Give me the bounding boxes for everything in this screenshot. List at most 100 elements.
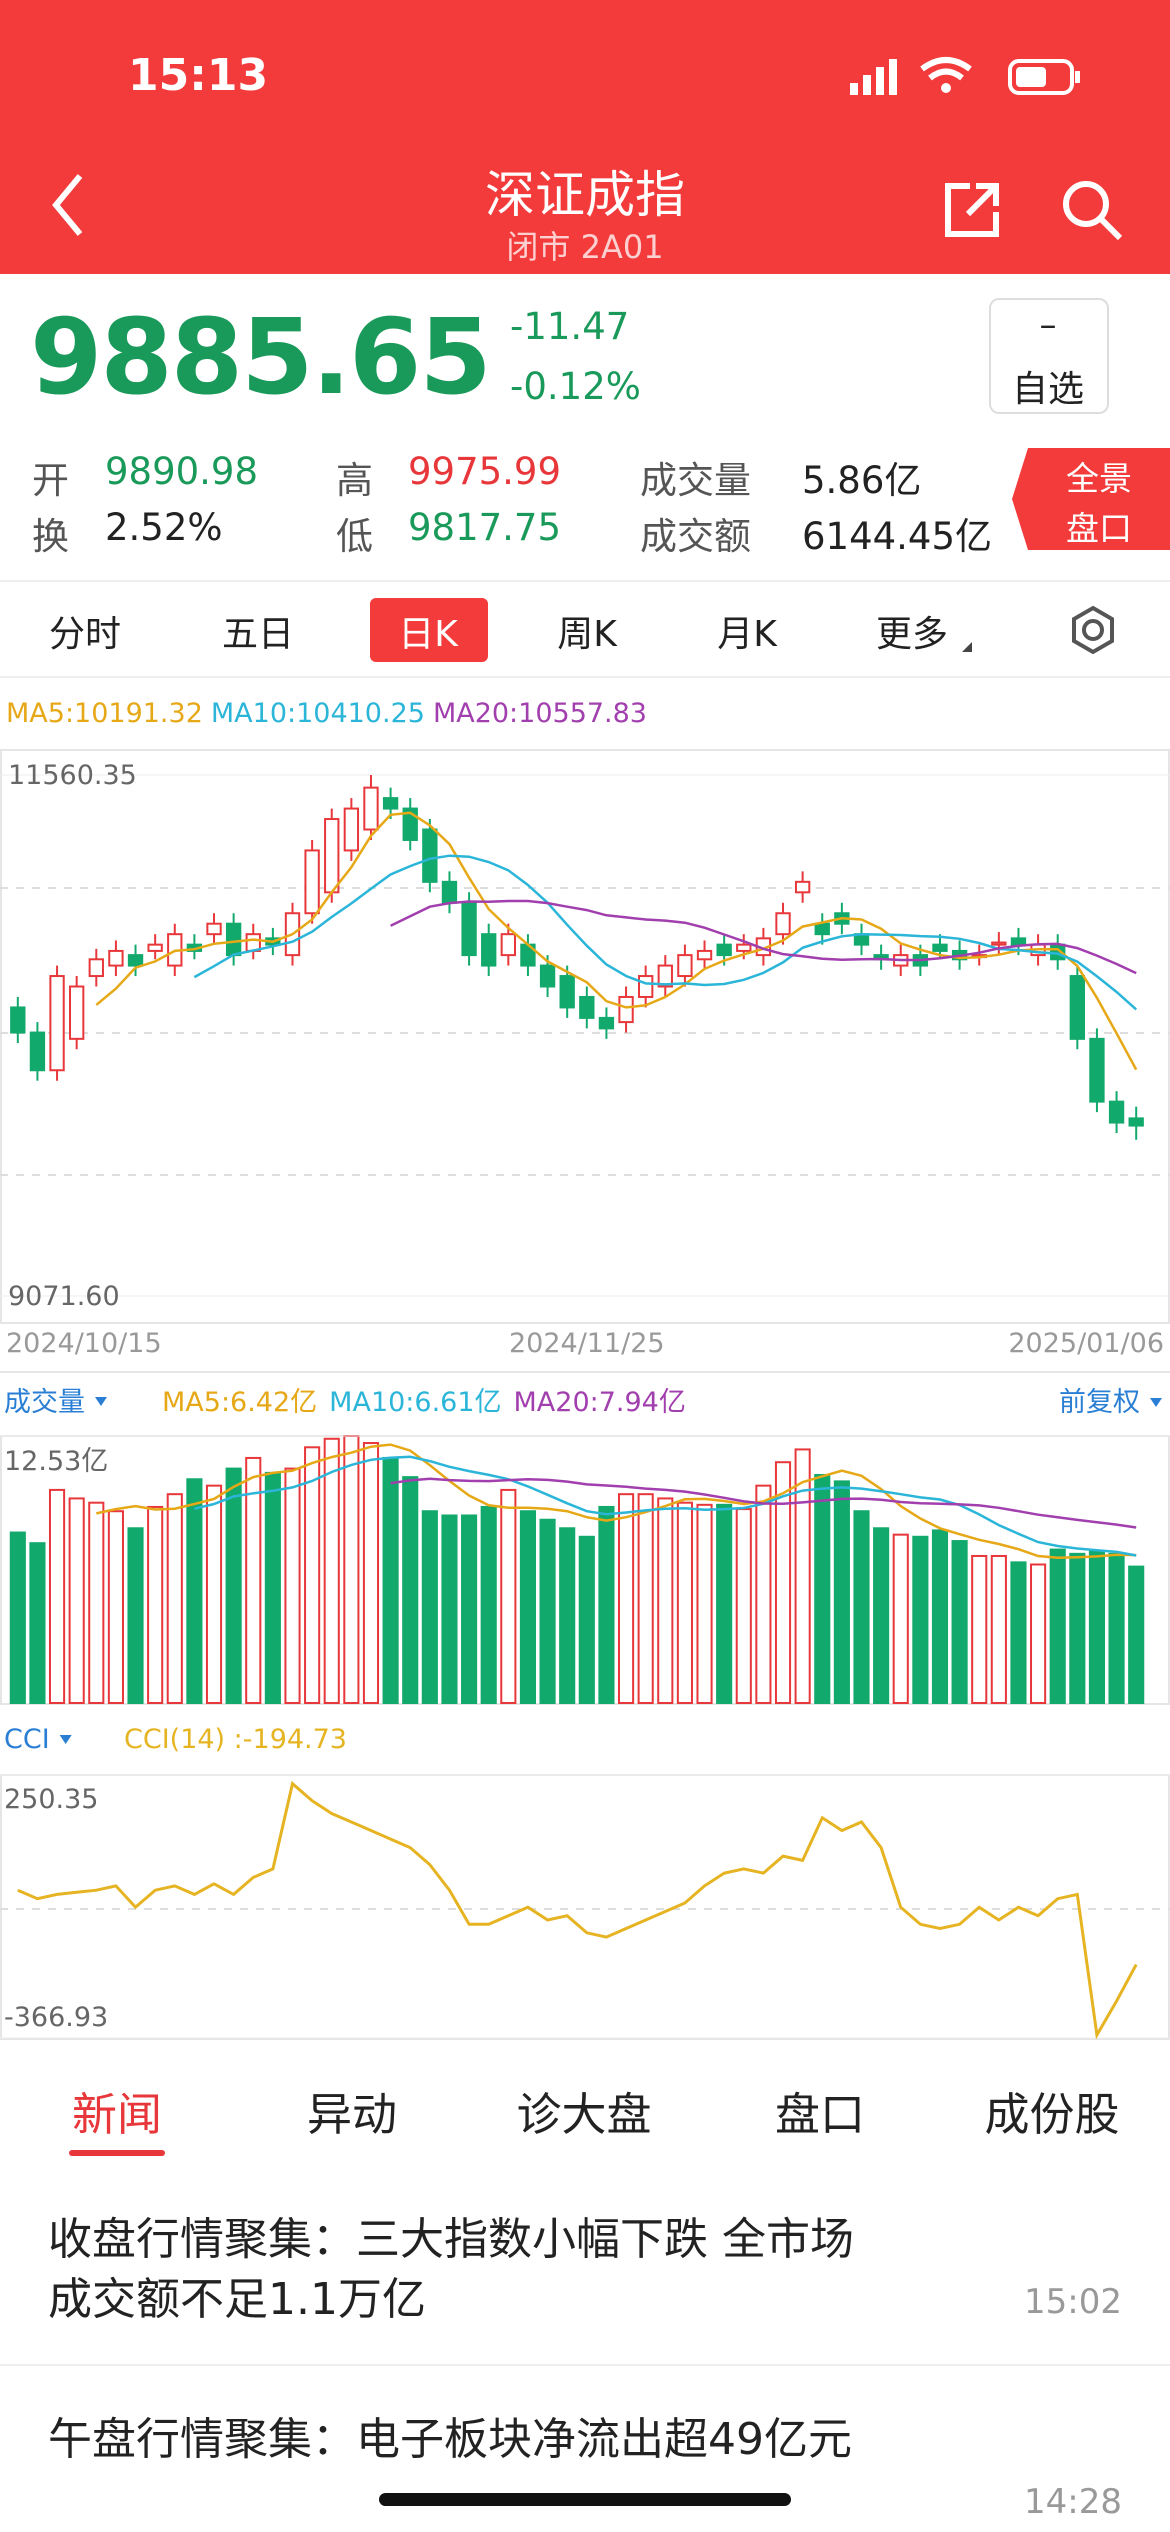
y-tick-label: 250.35 <box>4 1784 98 1815</box>
candle-body <box>814 922 830 936</box>
volume-bar <box>990 1554 1007 1704</box>
volume-bar <box>264 1471 281 1705</box>
volume-bar <box>1128 1565 1145 1704</box>
candle-body <box>736 943 752 952</box>
watch-label: 自选 <box>1011 369 1084 410</box>
candle-body <box>481 933 497 967</box>
volume-bar <box>774 1461 792 1704</box>
stat-value: 9817.75 <box>408 506 562 549</box>
candle-body <box>677 954 693 978</box>
candle-body <box>696 949 713 961</box>
chart-frame <box>0 749 1170 1324</box>
back-button[interactable] <box>48 170 88 240</box>
volume-bar <box>892 1533 909 1705</box>
volume-bar <box>205 1484 223 1705</box>
index-price: 9885.65 <box>30 296 492 418</box>
volume-legend: MA5:6.42亿 <box>162 1387 317 1418</box>
candle-body <box>69 985 85 1040</box>
news-tab[interactable]: 诊大盘 <box>516 2088 652 2141</box>
candle-body <box>49 975 65 1072</box>
watch-icon: – <box>1039 305 1057 345</box>
volume-bar <box>716 1503 733 1705</box>
candle-body <box>29 1031 46 1072</box>
period-tab[interactable]: 分时 <box>48 614 121 655</box>
volume-bar <box>873 1527 890 1704</box>
candle-body <box>127 954 144 967</box>
news-tab[interactable]: 成份股 <box>984 2088 1120 2141</box>
period-tab[interactable]: 五日 <box>221 614 294 655</box>
x-tick-label: 2024/11/25 <box>509 1328 665 1359</box>
volume-bar <box>912 1535 929 1704</box>
stat-value: 6144.45亿 <box>802 515 993 558</box>
ma-legend: MA20:10557.83 <box>433 698 647 729</box>
volume-bar <box>657 1497 674 1704</box>
news-time: 14:28 <box>1024 2482 1122 2522</box>
candle-body <box>539 964 556 988</box>
candle-body <box>304 849 320 915</box>
candle-body <box>559 975 575 1009</box>
news-tab[interactable]: 盘口 <box>774 2088 865 2141</box>
period-tab[interactable]: 更多 <box>875 614 948 655</box>
panorama-badge[interactable] <box>1012 448 1170 550</box>
volume-bar <box>284 1467 301 1704</box>
share-button[interactable] <box>942 180 1002 240</box>
volume-bar <box>853 1510 870 1704</box>
period-tab[interactable]: 月K <box>717 614 777 655</box>
candle-body <box>382 797 399 810</box>
x-tick-label: 2025/01/06 <box>1008 1328 1164 1359</box>
search-button[interactable] <box>1060 178 1125 243</box>
volume-bar <box>461 1514 478 1705</box>
stat-value: 9975.99 <box>408 450 562 493</box>
volume-bar <box>29 1542 46 1705</box>
ma-legend: MA5:10191.32 <box>6 698 203 729</box>
volume-bar <box>9 1531 26 1705</box>
volume-legend: MA20:7.94亿 <box>514 1387 686 1418</box>
ma-line <box>390 899 1137 975</box>
period-tab[interactable]: 周K <box>557 614 617 655</box>
news-title[interactable]: 午盘行情聚集：电子板块净流出超49亿元 <box>48 2414 852 2465</box>
candle-body <box>108 949 124 967</box>
volume-bar <box>951 1540 968 1705</box>
settings-button[interactable] <box>1068 605 1118 655</box>
y-tick-label: 11560.35 <box>8 760 137 791</box>
cci-title: CCI <box>4 1724 50 1755</box>
news-tab[interactable]: 新闻 <box>71 2088 162 2141</box>
news-tab[interactable]: 异动 <box>306 2088 397 2141</box>
stat-label: 开 <box>32 459 69 502</box>
news-time: 15:02 <box>1024 2282 1122 2322</box>
market-status: 闭市 2A01 <box>506 228 664 266</box>
volume-bar <box>931 1529 949 1704</box>
volume-bar <box>441 1514 458 1705</box>
x-tick-label: 2024/10/15 <box>6 1328 162 1359</box>
volume-bar <box>735 1508 752 1704</box>
watch-button[interactable] <box>989 298 1109 414</box>
volume-bar <box>1069 1552 1086 1705</box>
volume-bar <box>147 1505 164 1704</box>
price-change-pct: -0.12% <box>510 365 641 408</box>
volume-ma-line <box>194 1455 1137 1557</box>
volume-bar <box>421 1510 438 1704</box>
candle-body <box>324 818 340 894</box>
candle-body <box>1089 1037 1105 1103</box>
candle-body <box>206 922 222 936</box>
volume-legend: MA10:6.61亿 <box>329 1387 501 1418</box>
candle-body <box>461 901 477 957</box>
volume-bar <box>617 1493 635 1705</box>
news-title[interactable]: 收盘行情聚集：三大指数小幅下跌 全市场成交额不足1.1万亿 <box>48 2214 854 2325</box>
candle-body <box>932 943 948 952</box>
volume-bar <box>225 1467 242 1704</box>
volume-bar <box>1108 1552 1125 1705</box>
ma-legend: MA10:10410.25 <box>211 698 425 729</box>
volume-bar <box>402 1476 419 1704</box>
candle-body <box>775 912 791 936</box>
volume-bar <box>814 1473 831 1705</box>
volume-bar <box>539 1518 556 1704</box>
period-tab[interactable]: 日K <box>398 614 458 655</box>
dropdown-arrow <box>59 1735 72 1744</box>
ma-line <box>193 854 1138 1011</box>
news-tab-underline <box>69 2150 165 2156</box>
candle-body <box>618 995 634 1024</box>
volume-bar <box>755 1484 772 1705</box>
chart-frame <box>0 1774 1170 2040</box>
price-change: -11.47 <box>510 305 630 348</box>
